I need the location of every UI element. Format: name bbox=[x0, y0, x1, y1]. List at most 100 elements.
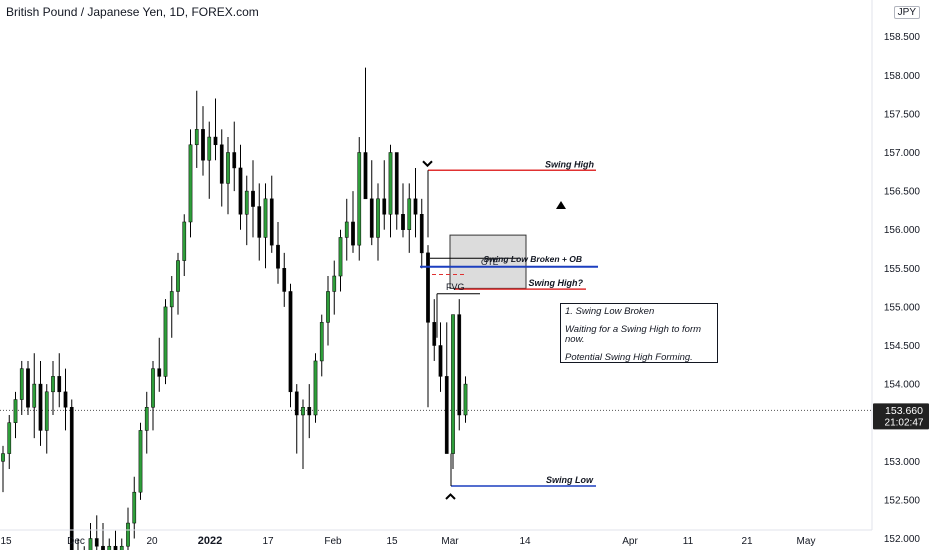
x-tick-label: 17 bbox=[262, 536, 274, 547]
candle-body bbox=[101, 545, 105, 555]
swing-high-q-label: Swing High? bbox=[529, 278, 584, 288]
candle-body bbox=[113, 545, 118, 555]
swing-low-label: Swing Low bbox=[546, 475, 594, 485]
current-price-label: 153.660 bbox=[885, 405, 923, 417]
candle-body bbox=[57, 376, 62, 393]
x-tick-label: 2022 bbox=[198, 535, 222, 547]
y-tick-label: 157.500 bbox=[884, 109, 921, 120]
note-line-2: Waiting for a Swing High to form now. bbox=[565, 324, 702, 345]
warning-icon bbox=[556, 201, 566, 209]
candle-body bbox=[38, 383, 43, 431]
candle-body bbox=[382, 198, 387, 215]
x-tick-label: 20 bbox=[146, 536, 158, 547]
current-price-badge bbox=[873, 403, 929, 430]
candle-body bbox=[451, 314, 455, 454]
candle-body bbox=[263, 198, 268, 238]
candle-body bbox=[363, 152, 368, 200]
candle-body bbox=[13, 399, 18, 423]
candle-body bbox=[169, 291, 174, 308]
candle-body bbox=[88, 538, 93, 555]
candle-body bbox=[338, 237, 343, 277]
candle-body bbox=[457, 314, 462, 416]
x-tick-label: Mar bbox=[441, 536, 459, 547]
swing-low-broken-label: Swing Low Broken + OB bbox=[484, 254, 582, 264]
candle-body bbox=[176, 260, 180, 292]
y-tick-label: 153.000 bbox=[884, 457, 921, 468]
candle-body bbox=[138, 430, 143, 493]
candle-body bbox=[313, 360, 318, 416]
x-tick-label: Dec bbox=[67, 536, 85, 547]
candle-body bbox=[463, 383, 468, 416]
y-tick-label: 156.500 bbox=[884, 187, 921, 198]
candle-body bbox=[144, 407, 149, 431]
candle-body bbox=[407, 198, 412, 230]
candle-body bbox=[182, 221, 187, 261]
candle-body bbox=[401, 214, 405, 230]
y-tick-label: 158.000 bbox=[884, 71, 921, 82]
y-tick-label: 154.000 bbox=[884, 380, 921, 391]
candle-body bbox=[207, 136, 212, 161]
candle-body bbox=[413, 198, 418, 215]
candle-body bbox=[238, 167, 243, 215]
candle-body bbox=[419, 214, 424, 254]
y-tick-label: 156.000 bbox=[884, 225, 921, 236]
candle-body bbox=[307, 407, 312, 416]
candle-body bbox=[107, 545, 112, 555]
chart-title: British Pound / Japanese Yen, 1D, FOREX.… bbox=[6, 5, 259, 19]
candle-body bbox=[244, 190, 249, 215]
fvg-label: FVG bbox=[446, 282, 465, 292]
candle-body bbox=[344, 221, 349, 238]
currency-badge[interactable]: JPY bbox=[893, 6, 920, 19]
y-tick-label: 157.000 bbox=[884, 148, 921, 159]
chevron-down-icon bbox=[422, 160, 433, 168]
swing-high-label: Swing High bbox=[545, 159, 594, 169]
candle-body bbox=[326, 291, 330, 323]
x-tick-label: 14 bbox=[519, 536, 531, 547]
candle-body bbox=[251, 190, 255, 207]
zones bbox=[449, 234, 527, 289]
candle-body bbox=[369, 198, 374, 238]
candle-body bbox=[444, 376, 449, 454]
candle-body bbox=[194, 129, 199, 146]
analysis-note: 1. Swing Low Broken Waiting for a Swing … bbox=[560, 303, 718, 363]
candle-body bbox=[319, 322, 324, 362]
candle-body bbox=[188, 144, 193, 223]
candle-body bbox=[1, 453, 5, 462]
candle-body bbox=[269, 198, 274, 246]
x-tick-label: Feb bbox=[324, 536, 342, 547]
x-tick-label: 11 bbox=[683, 536, 694, 547]
y-tick-label: 152.500 bbox=[884, 495, 921, 506]
candle-body bbox=[232, 152, 237, 169]
x-tick-label: 21 bbox=[741, 536, 753, 547]
chevron-up-icon bbox=[445, 493, 456, 500]
order-block-zone bbox=[449, 234, 527, 289]
candle-body bbox=[376, 198, 380, 238]
y-tick-label: 155.500 bbox=[884, 264, 921, 275]
candle-body bbox=[157, 368, 162, 377]
candle-body bbox=[426, 252, 430, 323]
candle-body bbox=[257, 206, 262, 238]
y-tick-label: 155.000 bbox=[884, 302, 921, 313]
candle-body bbox=[226, 152, 230, 184]
candle-body bbox=[163, 306, 168, 377]
candle-body bbox=[357, 152, 362, 246]
candle-body bbox=[44, 391, 49, 431]
x-tick-label: May bbox=[797, 536, 816, 547]
candle-body bbox=[19, 368, 24, 400]
candle-body bbox=[282, 268, 287, 292]
candle-body bbox=[26, 368, 30, 408]
candle-body bbox=[219, 144, 224, 184]
candle-body bbox=[201, 129, 205, 161]
note-line-3: Potential Swing High Forming. bbox=[565, 352, 693, 363]
candle-body bbox=[276, 244, 280, 269]
x-tick-label: 15 bbox=[0, 536, 12, 547]
candle-body bbox=[394, 152, 399, 215]
candle-body bbox=[51, 376, 55, 393]
candle-body bbox=[132, 491, 137, 524]
candle-body bbox=[438, 345, 443, 377]
candle-body bbox=[294, 391, 299, 416]
